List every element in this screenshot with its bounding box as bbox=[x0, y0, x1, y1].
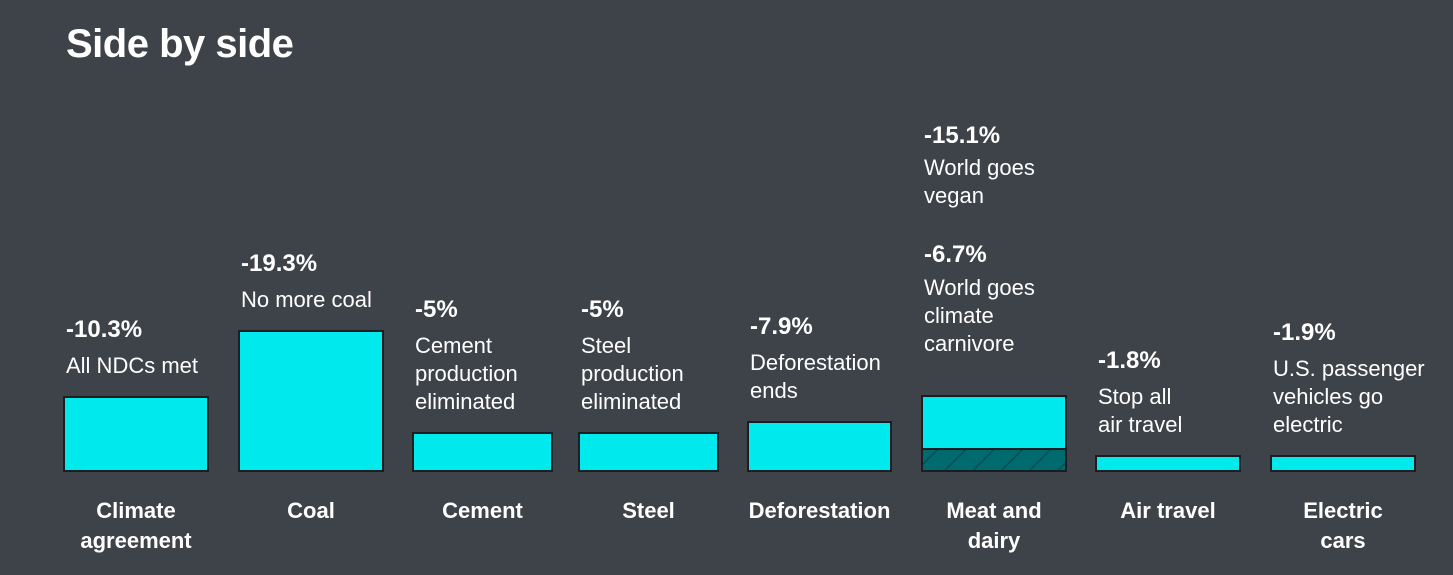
category-label-6: Meat and dairy bbox=[946, 498, 1041, 553]
category-label-2: Coal bbox=[287, 498, 335, 523]
value-label-6-climate-carnivore: -6.7% bbox=[924, 241, 987, 268]
description-8: U.S. passenger vehicles go electric bbox=[1273, 356, 1425, 437]
description-6-climate-carnivore: World goes climate carnivore bbox=[924, 275, 1035, 356]
value-label-8: -1.9% bbox=[1273, 319, 1336, 346]
value-label-4: -5% bbox=[581, 296, 624, 323]
description-4: Steel production eliminated bbox=[581, 333, 684, 414]
description-2: No more coal bbox=[241, 287, 372, 312]
value-label-2: -19.3% bbox=[241, 250, 317, 277]
value-label-7: -1.8% bbox=[1098, 347, 1161, 374]
chart-title: Side by side bbox=[66, 22, 294, 66]
value-label-5: -7.9% bbox=[750, 313, 813, 340]
description-3: Cement production eliminated bbox=[415, 333, 518, 414]
value-label-3: -5% bbox=[415, 296, 458, 323]
bar-7 bbox=[1095, 455, 1241, 472]
bar-segment-6-climate-carnivore bbox=[921, 395, 1067, 451]
category-label-4: Steel bbox=[622, 498, 675, 523]
bar-5 bbox=[747, 421, 892, 472]
description-6-vegan: World goes vegan bbox=[924, 155, 1035, 208]
category-label-8: Electric cars bbox=[1303, 498, 1383, 553]
category-label-1: Climate agreement bbox=[80, 498, 192, 553]
description-7: Stop all air travel bbox=[1098, 384, 1182, 437]
value-label-6-vegan: -15.1% bbox=[924, 122, 1000, 149]
description-1: All NDCs met bbox=[66, 353, 198, 378]
bar-8 bbox=[1270, 455, 1416, 472]
bar-2 bbox=[238, 330, 384, 472]
category-label-3: Cement bbox=[442, 498, 523, 523]
value-label-1: -10.3% bbox=[66, 316, 142, 343]
category-label-5: Deforestation bbox=[749, 498, 891, 523]
description-5: Deforestation ends bbox=[750, 350, 881, 403]
category-label-7: Air travel bbox=[1120, 498, 1215, 523]
bar-4 bbox=[578, 432, 719, 472]
bar-3 bbox=[412, 432, 553, 472]
bar-1 bbox=[63, 396, 209, 472]
bar-segment-6-vegan bbox=[921, 448, 1067, 473]
